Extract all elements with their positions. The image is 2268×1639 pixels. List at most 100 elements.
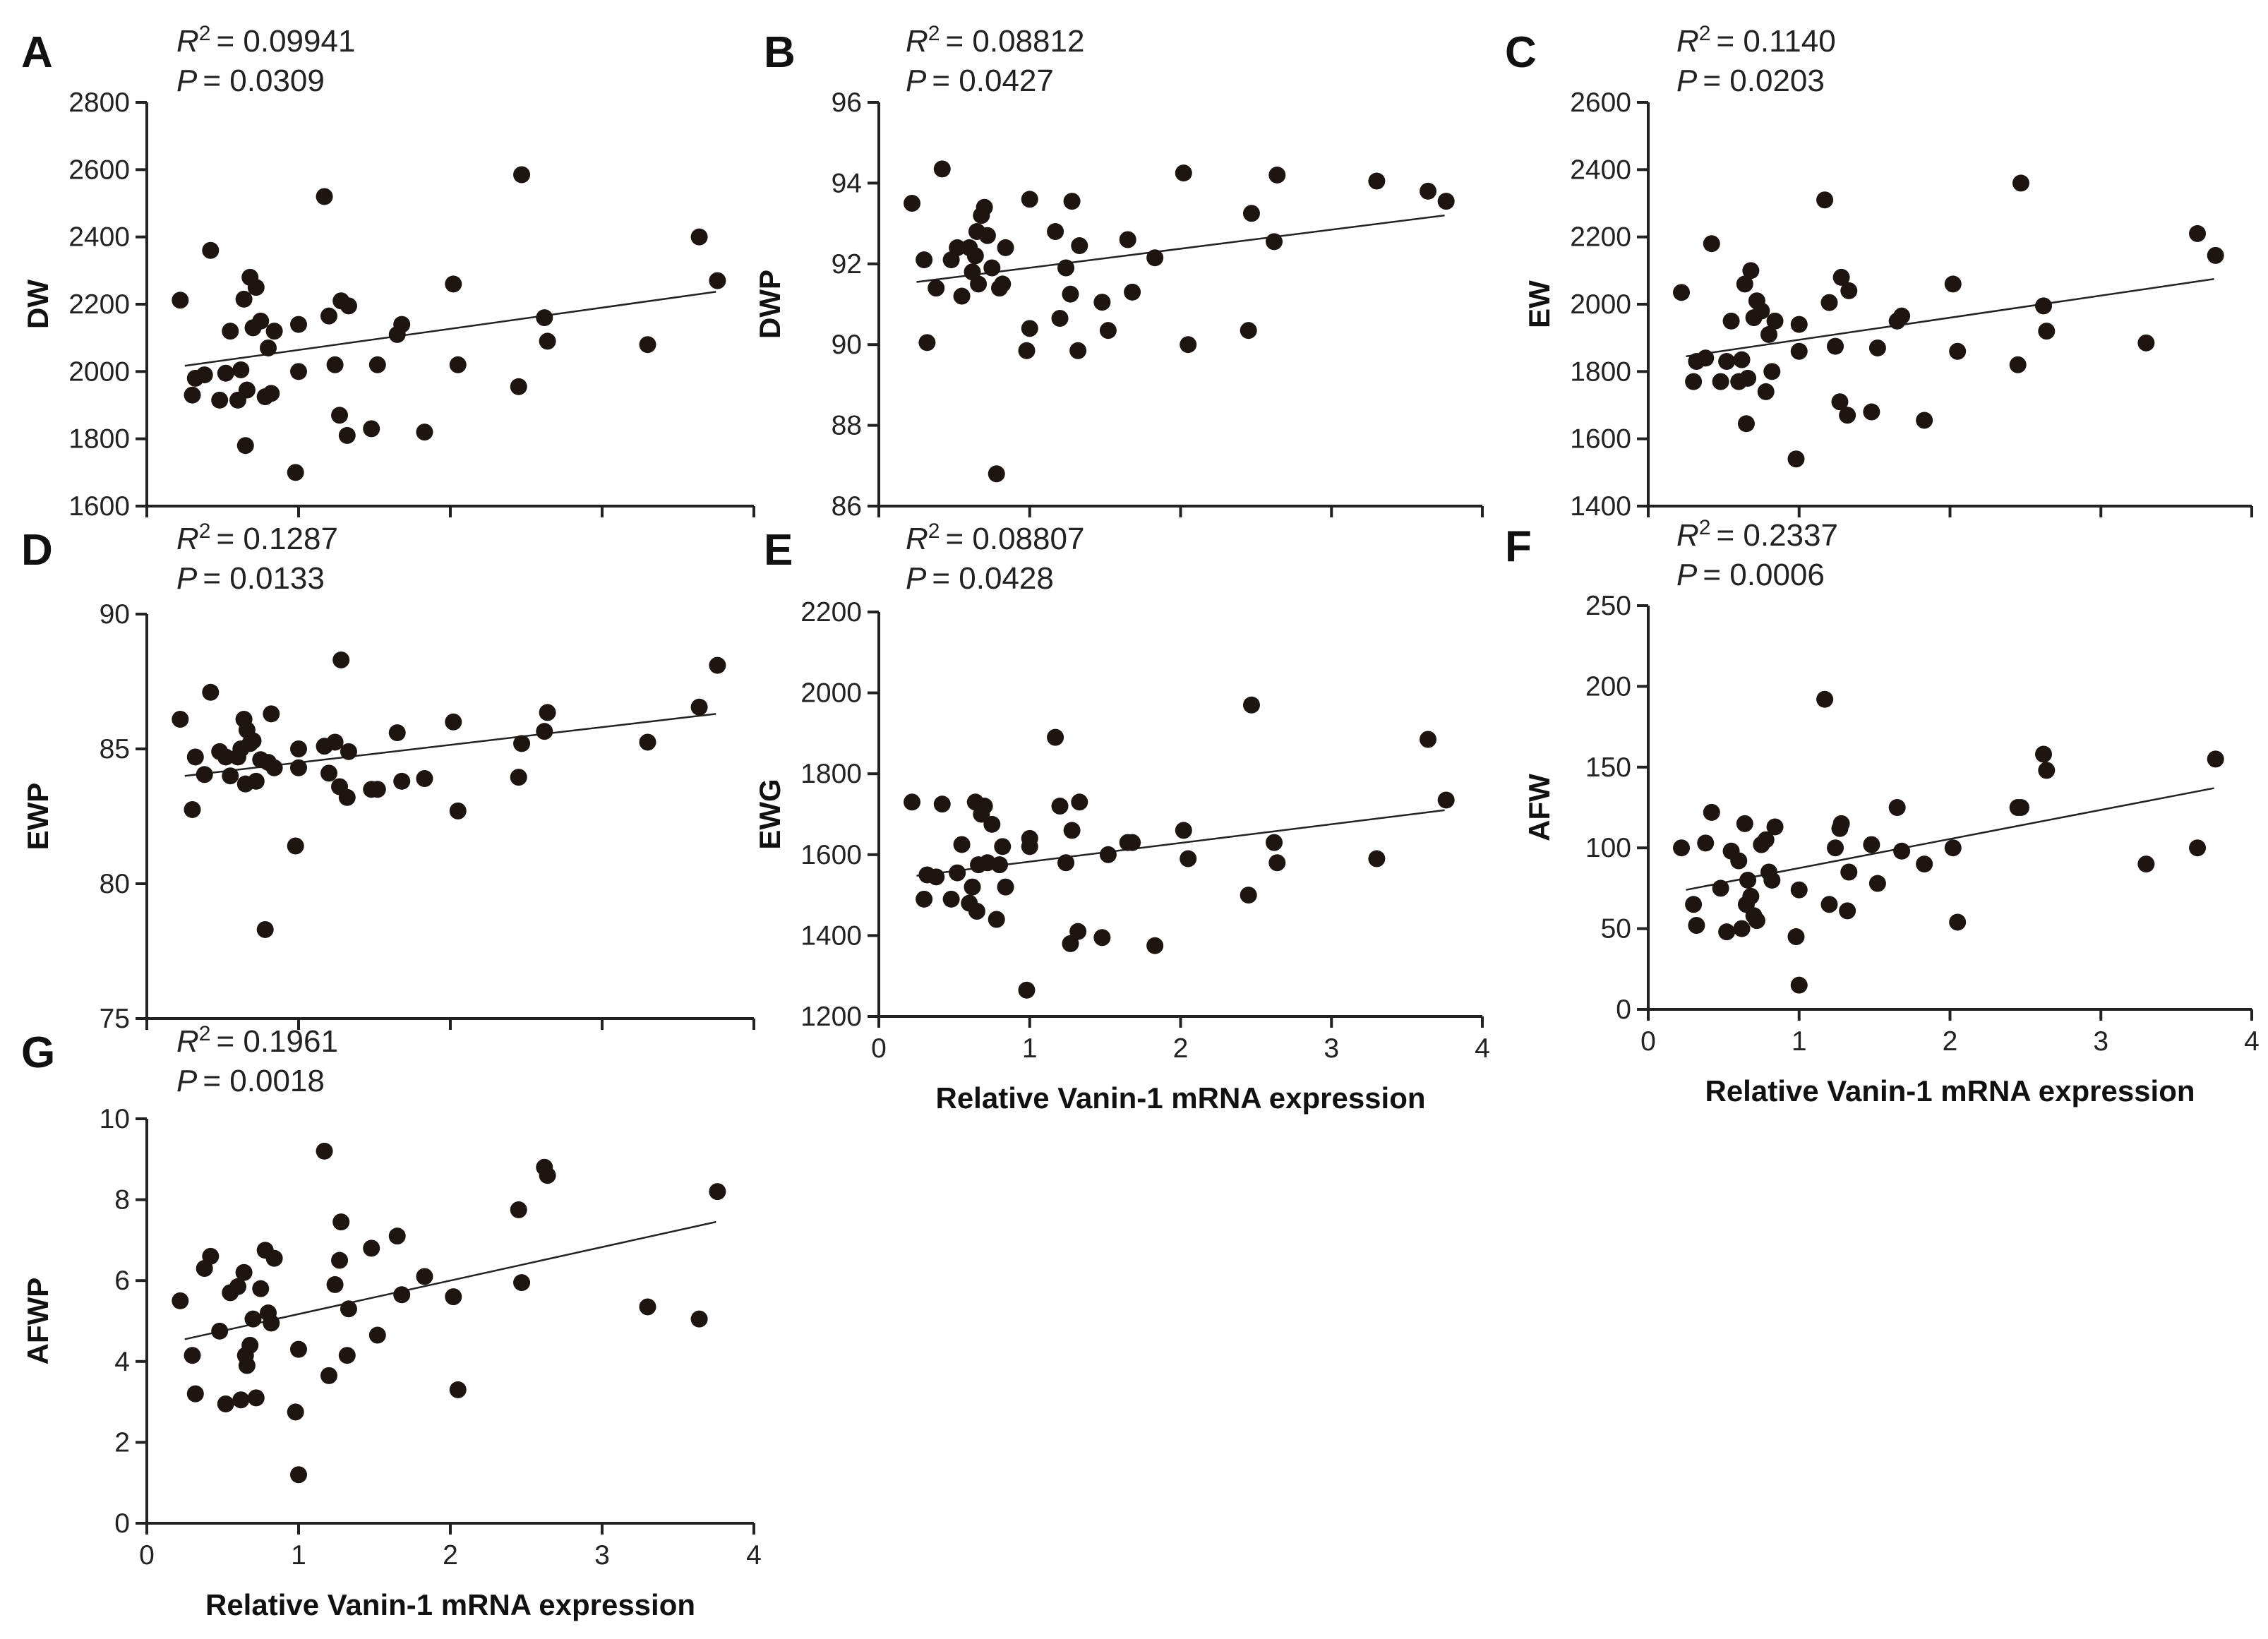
data-point bbox=[1827, 839, 1844, 857]
data-point bbox=[393, 772, 411, 790]
data-point bbox=[994, 275, 1012, 293]
data-point bbox=[690, 1310, 708, 1328]
y-tick-label: 200 bbox=[1585, 671, 1631, 702]
p-value-label: P = 0.0309 bbox=[176, 64, 325, 98]
data-point bbox=[263, 385, 280, 402]
data-point bbox=[1420, 182, 1437, 200]
data-point bbox=[1685, 896, 1703, 913]
y-tick-label: 1800 bbox=[68, 424, 130, 455]
data-point bbox=[2012, 174, 2029, 192]
data-point bbox=[222, 323, 239, 340]
data-point bbox=[933, 796, 951, 813]
data-point bbox=[1063, 193, 1081, 210]
y-tick-label: 2000 bbox=[68, 356, 130, 387]
data-point bbox=[241, 1336, 259, 1354]
data-point bbox=[238, 1357, 256, 1374]
data-point bbox=[2137, 855, 2155, 873]
data-point bbox=[263, 705, 280, 723]
data-point bbox=[229, 1278, 246, 1295]
y-tick-label: 2800 bbox=[68, 88, 130, 118]
data-point bbox=[690, 698, 708, 716]
data-point bbox=[326, 733, 344, 751]
data-point bbox=[1757, 383, 1775, 400]
y-tick-label: 1600 bbox=[1570, 424, 1631, 455]
data-point bbox=[2207, 750, 2224, 768]
y-tick-label: 8 bbox=[114, 1185, 130, 1215]
data-point bbox=[338, 788, 356, 806]
r-squared-label: R2 = 0.08812 bbox=[906, 22, 1084, 59]
y-axis-label: AFW bbox=[1523, 774, 1556, 841]
data-point bbox=[1051, 798, 1069, 815]
data-point bbox=[1733, 351, 1751, 368]
data-point bbox=[1760, 325, 1777, 343]
y-axis-label: EW bbox=[1523, 280, 1556, 328]
data-point bbox=[290, 363, 307, 380]
data-point bbox=[988, 465, 1005, 483]
data-point bbox=[2189, 224, 2207, 242]
data-point bbox=[510, 378, 527, 395]
x-tick-label: 1 bbox=[1022, 1033, 1038, 1064]
data-point bbox=[964, 878, 981, 896]
data-point bbox=[1827, 337, 1844, 355]
data-point bbox=[368, 356, 386, 373]
data-point bbox=[449, 802, 467, 820]
data-point bbox=[983, 815, 1001, 833]
data-point bbox=[247, 1389, 265, 1407]
data-point bbox=[202, 1247, 220, 1265]
data-point bbox=[539, 704, 556, 721]
data-point bbox=[1733, 920, 1751, 937]
panel-letter: G bbox=[21, 1028, 55, 1077]
data-point bbox=[1057, 259, 1075, 277]
data-point bbox=[196, 366, 213, 384]
data-point bbox=[1242, 696, 1260, 714]
data-point bbox=[1820, 294, 1838, 311]
p-value-label: P = 0.0427 bbox=[906, 64, 1054, 98]
data-point bbox=[976, 198, 993, 216]
data-point bbox=[340, 1300, 357, 1318]
data-point bbox=[1146, 937, 1164, 954]
data-point bbox=[211, 391, 229, 409]
data-point bbox=[1840, 863, 1858, 881]
data-point bbox=[1766, 312, 1784, 330]
y-tick-label: 4 bbox=[114, 1347, 130, 1377]
data-point bbox=[1018, 342, 1036, 359]
data-point bbox=[1766, 818, 1784, 836]
data-point bbox=[1763, 363, 1781, 380]
data-point bbox=[1712, 373, 1729, 390]
y-tick-label: 1400 bbox=[1570, 491, 1631, 522]
data-point bbox=[709, 272, 726, 289]
data-point bbox=[287, 1403, 304, 1421]
data-point bbox=[1240, 887, 1257, 904]
data-point bbox=[639, 733, 656, 751]
data-point bbox=[184, 1347, 201, 1364]
data-point bbox=[1736, 815, 1753, 832]
data-point bbox=[988, 911, 1005, 928]
data-point bbox=[287, 464, 304, 481]
data-point bbox=[217, 748, 234, 766]
data-point bbox=[513, 735, 531, 752]
panel-e: E R2 = 0.08807 P = 0.0428 1200 1400 1600 1800 200… bbox=[753, 520, 1490, 1115]
data-point bbox=[1175, 822, 1192, 839]
data-point bbox=[184, 386, 201, 404]
data-point bbox=[1673, 839, 1691, 857]
data-point bbox=[1685, 373, 1703, 390]
x-tick-label: 0 bbox=[1640, 1026, 1656, 1057]
data-point bbox=[1021, 320, 1038, 337]
data-point bbox=[2012, 799, 2029, 816]
data-point bbox=[1146, 249, 1164, 267]
data-point bbox=[1757, 831, 1775, 848]
data-point bbox=[1820, 896, 1838, 913]
data-point bbox=[2038, 762, 2056, 779]
data-point bbox=[1949, 913, 1967, 931]
regression-line bbox=[1686, 278, 2214, 358]
data-point bbox=[217, 1395, 234, 1412]
data-point bbox=[1703, 235, 1720, 253]
data-point bbox=[445, 713, 462, 731]
data-point bbox=[918, 334, 936, 352]
panel-letter: C bbox=[1505, 28, 1537, 77]
data-point bbox=[1916, 412, 1933, 429]
data-point bbox=[1062, 935, 1079, 952]
data-point bbox=[2009, 356, 2027, 373]
data-point bbox=[211, 1322, 229, 1340]
data-point bbox=[1748, 912, 1765, 930]
